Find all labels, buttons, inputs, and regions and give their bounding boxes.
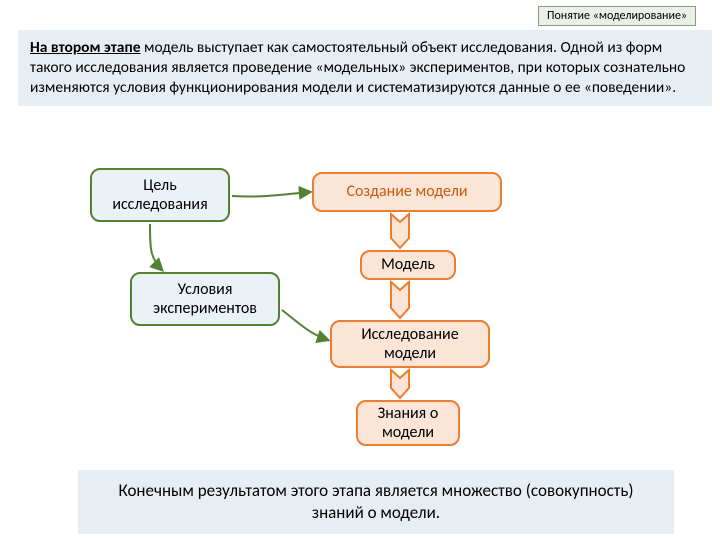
- node-goal: Цель исследования: [90, 168, 230, 222]
- node-conditions: Условия экспериментов: [130, 272, 280, 326]
- footer-paragraph: Конечным результатом этого этапа являетс…: [78, 470, 674, 534]
- header-tag: Понятие «моделирование»: [538, 6, 696, 26]
- node-knowledge: Знания о модели: [356, 400, 460, 446]
- intro-lead: На втором этапе: [30, 38, 141, 57]
- node-create: Создание модели: [312, 172, 502, 212]
- arrow-curve-0: [232, 192, 310, 197]
- arrow-block-2: [391, 370, 409, 398]
- arrow-curve-2: [282, 310, 328, 340]
- intro-paragraph: На втором этапе модель выступает как сам…: [18, 30, 712, 106]
- node-model: Модель: [360, 250, 456, 280]
- arrow-curve-1: [150, 224, 162, 270]
- node-research: Исследование модели: [330, 320, 490, 368]
- arrow-block-1: [391, 282, 409, 318]
- arrow-block-0: [391, 214, 409, 248]
